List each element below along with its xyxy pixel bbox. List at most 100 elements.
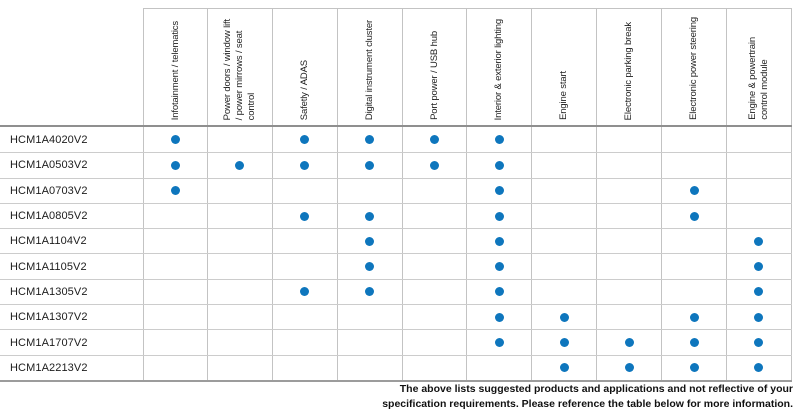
application-dot: [559, 338, 569, 348]
matrix-cell: [338, 178, 403, 203]
matrix-cell: [338, 127, 403, 153]
matrix-cell: [597, 279, 663, 305]
column-header-label: Interior & exterior lighting: [493, 18, 505, 120]
matrix-cell: [727, 127, 792, 153]
matrix-cell: [467, 178, 533, 203]
matrix-cell: [403, 254, 468, 279]
column-header-5: Port power / USB hub: [402, 8, 468, 125]
table-row: HCM1A1307V2: [0, 304, 792, 330]
matrix-cell: [273, 153, 338, 178]
column-header-label: Electronic parking break: [623, 21, 635, 120]
application-dot: [494, 186, 504, 196]
matrix-cell: [662, 330, 728, 355]
application-dot: [689, 338, 699, 348]
matrix-body: HCM1A4020V2 HCM1A0503V2 HCM1A0703V2 HCM1A08…: [0, 127, 792, 380]
application-dot: [494, 262, 504, 272]
part-number-label: HCM1A1307V2: [10, 311, 88, 324]
column-header-4: Digital instrument cluster: [337, 8, 403, 125]
matrix-cell: [467, 127, 533, 153]
matrix-cell: [662, 305, 728, 330]
matrix-cell: [208, 330, 273, 355]
matrix-cell: [273, 127, 338, 153]
application-dot: [624, 363, 634, 373]
matrix-cell: [532, 127, 598, 153]
application-dot: [365, 160, 375, 170]
column-header-3: Safetly / ADAS: [272, 8, 338, 125]
footer-note-line1: The above lists suggested products and a…: [399, 383, 793, 395]
application-dot: [494, 236, 504, 246]
matrix-cell: [727, 355, 792, 380]
application-dot: [494, 160, 504, 170]
part-number-label: HCM1A1707V2: [10, 336, 88, 349]
application-dot: [494, 312, 504, 322]
application-dot: [170, 135, 180, 145]
matrix-cell: [143, 279, 208, 305]
matrix-cell: [338, 229, 403, 254]
column-header-8: Electronic parking break: [597, 8, 663, 125]
matrix-cell: [273, 305, 338, 330]
application-dot: [365, 287, 375, 297]
matrix-cell: [403, 330, 468, 355]
matrix-cell: [273, 203, 338, 229]
matrix-cell: [662, 203, 728, 229]
matrix-cell: [727, 178, 792, 203]
application-dot: [365, 211, 375, 221]
matrix-cell: [597, 355, 663, 380]
matrix-cell: [532, 203, 598, 229]
matrix-cell: [143, 305, 208, 330]
matrix-cell: [338, 279, 403, 305]
matrix-cell: [208, 178, 273, 203]
matrix-cell: [662, 254, 728, 279]
application-dot: [494, 211, 504, 221]
matrix-cell: [338, 153, 403, 178]
application-dot: [365, 135, 375, 145]
column-header-label: Engine start: [558, 71, 570, 120]
matrix-cell: [597, 229, 663, 254]
matrix-cell: [467, 254, 533, 279]
application-dot: [365, 262, 375, 272]
matrix-cell: [208, 153, 273, 178]
column-header-label: Safetly / ADAS: [298, 59, 310, 120]
matrix-cell: [532, 153, 598, 178]
application-dot: [689, 211, 699, 221]
part-number-label: HCM1A4020V2: [10, 133, 88, 146]
part-number-label: HCM1A0503V2: [10, 159, 88, 172]
application-dot: [300, 211, 310, 221]
column-header-label: Port power / USB hub: [428, 31, 440, 120]
matrix-cell: [467, 153, 533, 178]
application-dot: [559, 363, 569, 373]
table-row: HCM1A1707V2: [0, 329, 792, 355]
matrix-cell: [662, 178, 728, 203]
matrix-cell: [597, 330, 663, 355]
matrix-cell: [662, 279, 728, 305]
column-header-label: Infotainment / telematics: [169, 20, 181, 120]
matrix-cell: [403, 229, 468, 254]
matrix-cell: [273, 254, 338, 279]
application-dot: [235, 160, 245, 170]
matrix-cell: [597, 305, 663, 330]
column-header-label: Digital instrument cluster: [363, 19, 375, 120]
application-dot: [689, 312, 699, 322]
matrix-cell: [338, 254, 403, 279]
matrix-cell: [208, 279, 273, 305]
application-dot: [430, 160, 439, 170]
matrix-cell: [467, 305, 533, 330]
column-header-label: Engine & powertrain control module: [747, 37, 770, 120]
matrix-cell: [403, 153, 468, 178]
application-dot: [365, 236, 375, 246]
matrix-cell: [727, 305, 792, 330]
matrix-cell: [727, 279, 792, 305]
part-number-label: HCM1A1305V2: [10, 285, 88, 298]
part-number-label: HCM1A0805V2: [10, 210, 88, 223]
matrix-cell: [208, 203, 273, 229]
application-dot: [300, 135, 310, 145]
table-row: HCM1A4020V2: [0, 127, 792, 153]
table-row: HCM1A0503V2: [0, 152, 792, 178]
matrix-cell: [143, 330, 208, 355]
matrix-cell: [143, 254, 208, 279]
matrix-cell: [727, 330, 792, 355]
application-dot: [754, 262, 764, 272]
application-dot: [170, 186, 180, 196]
matrix-cell: [532, 355, 598, 380]
application-dot: [754, 312, 764, 322]
